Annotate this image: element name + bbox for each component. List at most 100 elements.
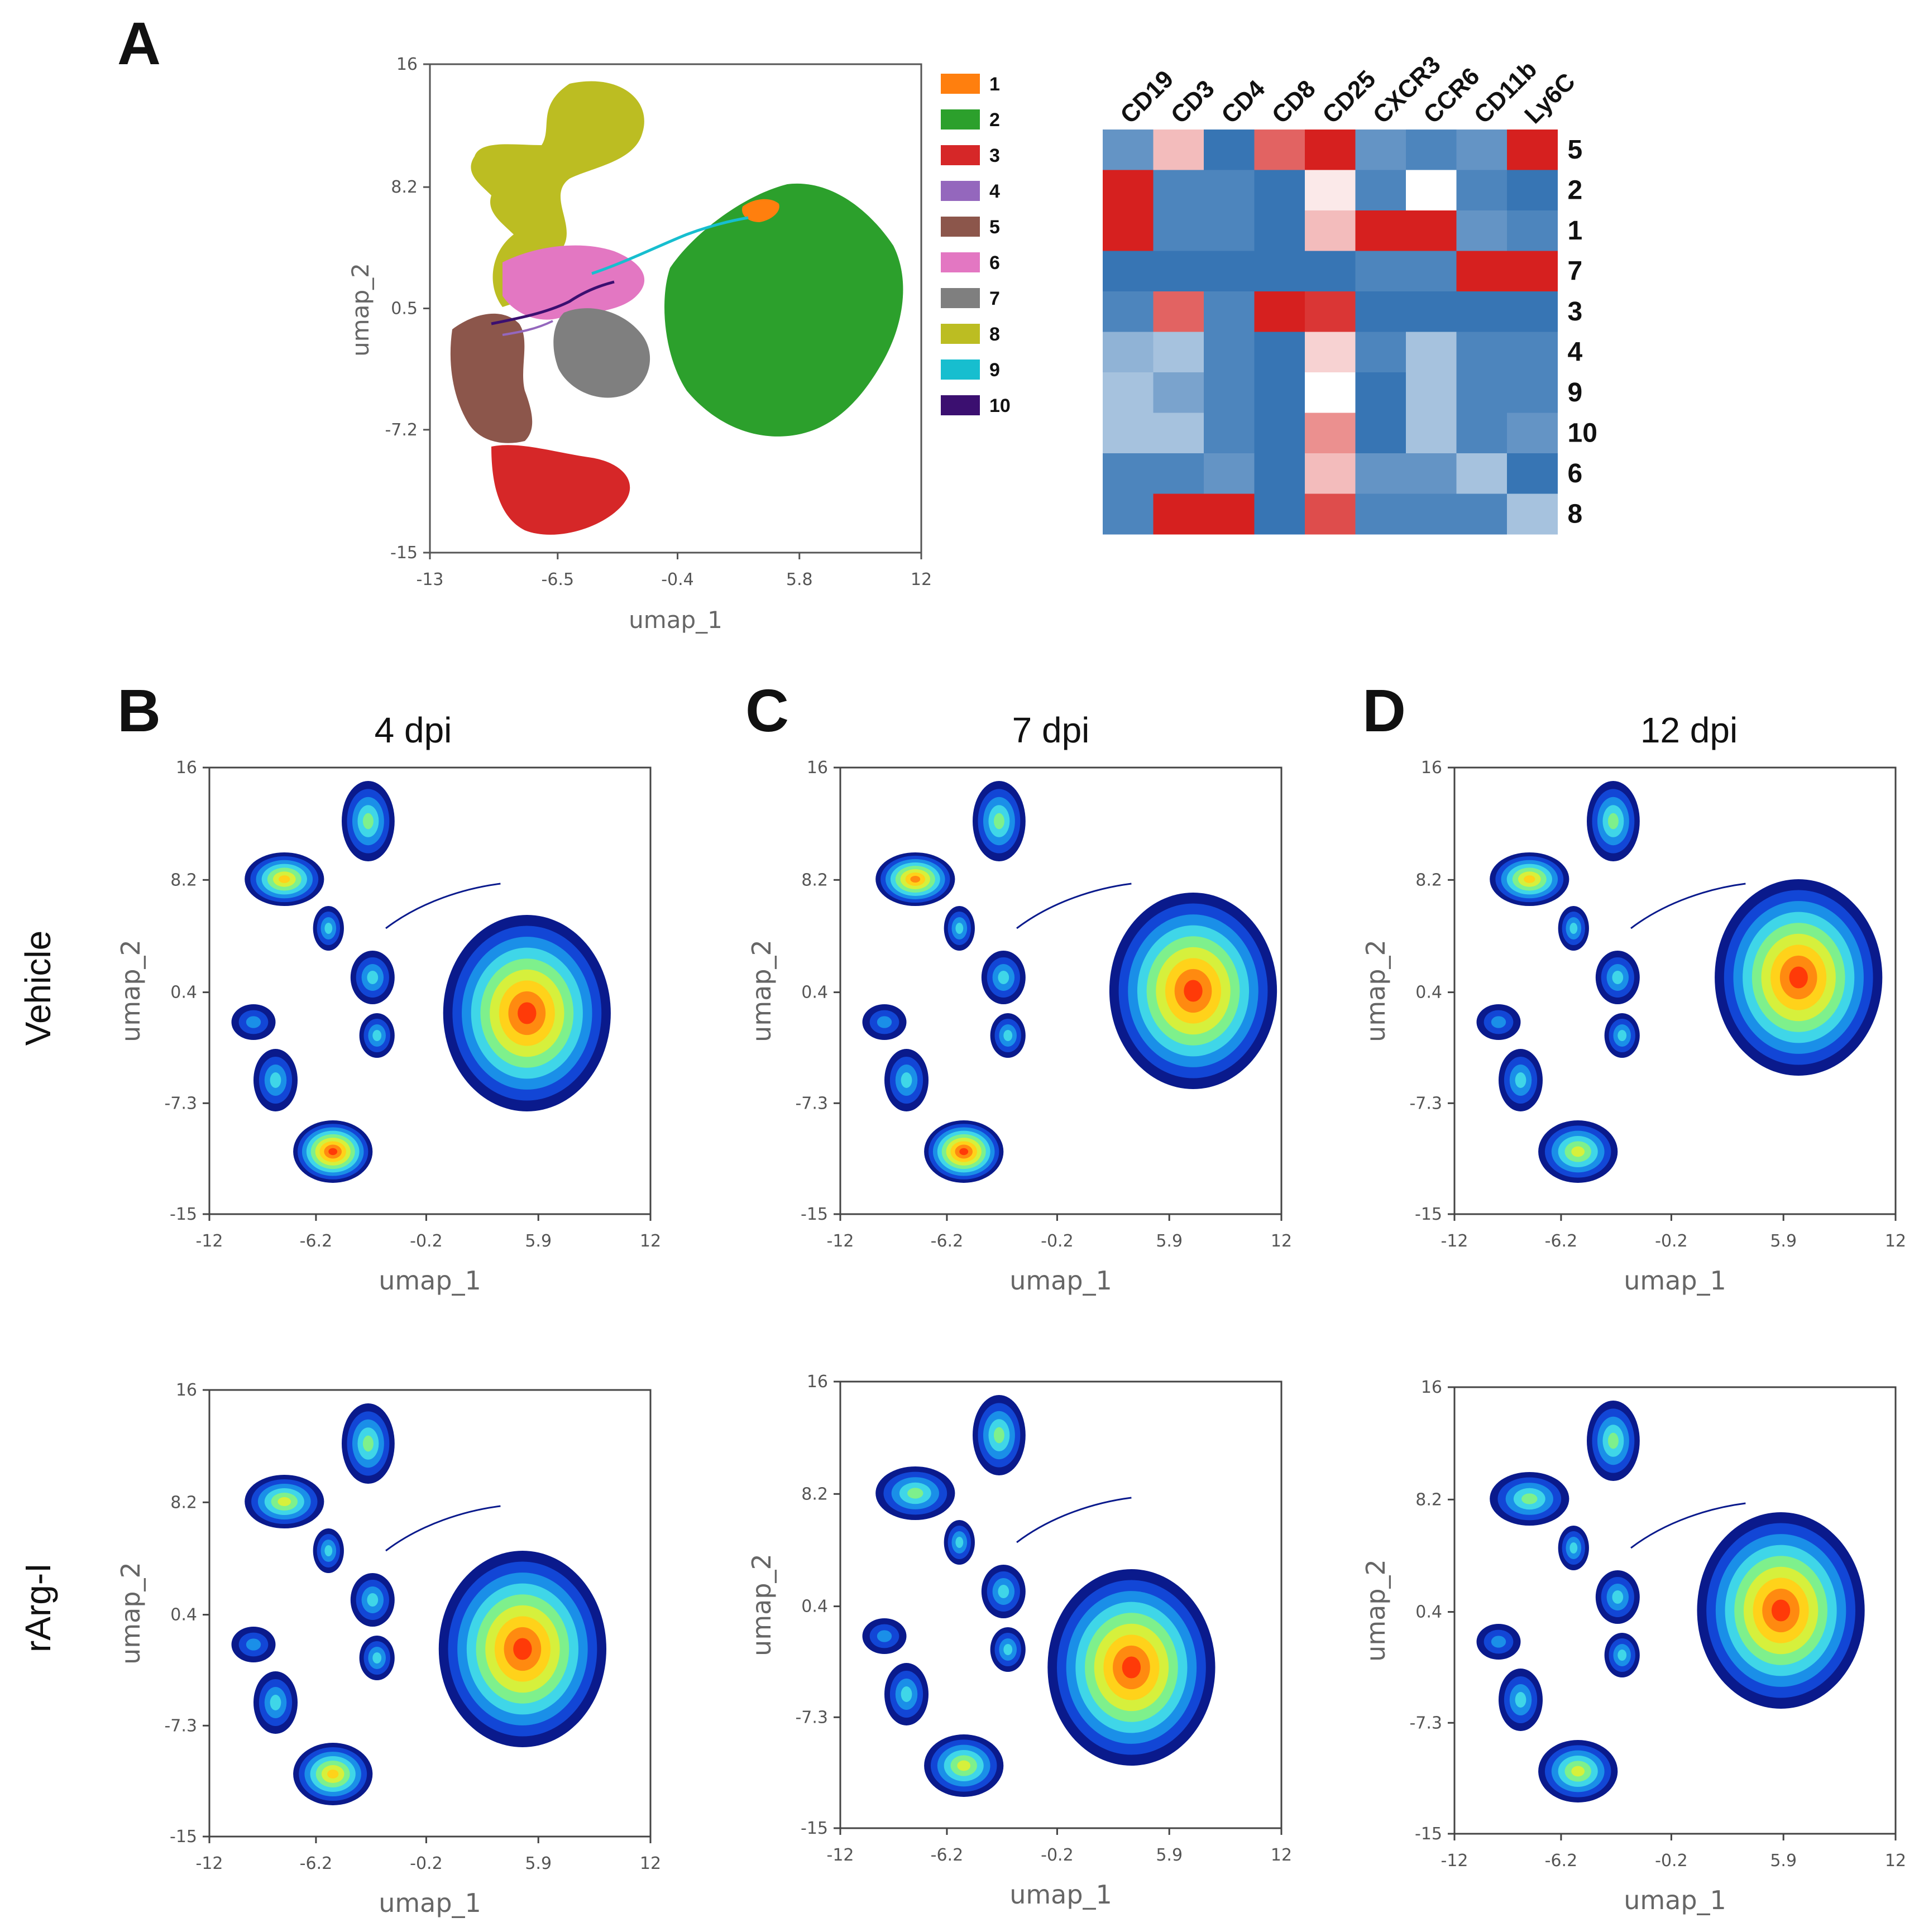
heatmap-cell [1406, 130, 1457, 170]
main-island-contour [1789, 966, 1808, 989]
heatmap-cells [1103, 130, 1558, 535]
heatmap-cell [1254, 413, 1305, 454]
center-island-contour [367, 1593, 379, 1607]
heatmap-cell [1204, 453, 1255, 494]
heatmap-cell [1305, 453, 1356, 494]
left-lower-island [1499, 1669, 1543, 1731]
y-tick-label: 8.2 [1415, 870, 1442, 890]
heatmap-cell [1153, 332, 1204, 373]
heatmap-cell [1153, 251, 1204, 292]
y-tick-label: 8.2 [391, 178, 418, 197]
heatmap-cell [1254, 210, 1305, 251]
upper-left-island-contour [279, 875, 290, 883]
x-tick-label: -12 [1441, 1851, 1468, 1871]
upper-island [973, 1395, 1026, 1475]
x-tick-label: 5.9 [1156, 1845, 1183, 1865]
heatmap-cell [1305, 251, 1356, 292]
heatmap-cell [1103, 413, 1154, 454]
panel-letter-c: C [745, 677, 789, 744]
panel-letter-d: D [1362, 677, 1406, 744]
legend-label-1: 1 [989, 74, 1000, 95]
heatmap-cell [1507, 493, 1558, 535]
upper-island-contour [993, 813, 1004, 830]
y-tick-label: 0.4 [170, 983, 197, 1003]
y-tick-label: -15 [1415, 1824, 1442, 1844]
heatmap-cell [1355, 251, 1406, 292]
upper-island-contour [362, 1435, 374, 1452]
left-island-contour [246, 1016, 261, 1028]
center-lower-island-contour [372, 1030, 382, 1041]
x-tick-label: -0.2 [410, 1854, 443, 1873]
mid-left-island-contour [324, 923, 333, 934]
x-tick-label: -12 [196, 1231, 223, 1251]
heatmap-cell [1406, 251, 1457, 292]
x-tick-label: -12 [1441, 1231, 1468, 1251]
cluster-legend: 1 2 3 4 5 6 7 8 9 10 [941, 74, 1011, 416]
x-tick-label: -6.2 [931, 1231, 964, 1251]
x-tick-label: 12 [640, 1854, 661, 1873]
umap-cluster-plot: -13 -6.5 -0.4 5.8 12 168.20.5-7.2-15 umap_1 … [347, 55, 932, 634]
heatmap-column-label: CD19 [1115, 65, 1179, 129]
left-island [862, 1618, 907, 1654]
main-island [1109, 893, 1277, 1089]
heatmap-cell [1153, 493, 1204, 535]
x-tick-label: 5.9 [525, 1231, 552, 1251]
legend-label-3: 3 [989, 145, 1000, 166]
heatmap-cell [1103, 372, 1154, 413]
heatmap-row-labels: 5 2 1 7 3 4 9 10 6 8 [1568, 135, 1597, 529]
density-islands [231, 1403, 606, 1805]
heatmap-cell [1406, 413, 1457, 454]
y-tick-label: -15 [1415, 1205, 1442, 1224]
heatmap-row-label: 4 [1568, 338, 1583, 367]
y-tick-label: 16 [176, 758, 197, 778]
x-tick-labels: -13 -6.5 -0.4 5.8 12 [417, 553, 932, 589]
x-tick-label: -0.4 [661, 570, 694, 589]
bottom-island-contour [1571, 1146, 1585, 1157]
bridge-trail [1016, 883, 1132, 929]
mid-left-island [944, 906, 975, 951]
panel-b-title: 4 dpi [375, 710, 452, 750]
y-tick-label: -7.3 [795, 1094, 828, 1113]
left-island-contour [877, 1630, 892, 1642]
x-tick-label: 12 [1271, 1845, 1292, 1865]
center-lower-island [359, 1013, 395, 1058]
cluster-regions [450, 81, 903, 535]
density-plot-B-rarg: -12 -6.2 -0.2 5.9 12 16 8.2 0.4 -7.3 -15 umap_1 uma… [116, 1380, 661, 1918]
left-island-contour [877, 1016, 892, 1028]
left-island [1476, 1624, 1521, 1660]
mid-left-island [1558, 906, 1589, 951]
legend-swatch-8 [941, 324, 980, 344]
y-tick-label: -7.2 [385, 420, 418, 440]
mid-left-island-contour [955, 923, 964, 934]
heatmap-cell [1456, 170, 1508, 211]
y-tick-label: -15 [801, 1819, 828, 1838]
left-lower-island-contour [270, 1072, 281, 1088]
upper-island-contour [1607, 813, 1619, 830]
center-lower-island [990, 1013, 1026, 1058]
main-island-contour [1122, 1656, 1141, 1679]
y-tick-label: -15 [170, 1205, 197, 1224]
mid-left-island-contour [1569, 923, 1578, 934]
bottom-island [924, 1734, 1004, 1797]
center-island-contour [998, 1585, 1009, 1598]
heatmap-cell [1507, 210, 1558, 251]
heatmap-cell [1507, 332, 1558, 373]
x-tick-label: 12 [640, 1231, 661, 1251]
center-island-contour [1612, 1590, 1624, 1604]
upper-left-island [1490, 852, 1569, 906]
heatmap-cell [1204, 130, 1255, 170]
main-island [1047, 1569, 1215, 1766]
legend-swatch-10 [941, 395, 980, 415]
main-island [1697, 1512, 1865, 1709]
cluster-6-region [503, 245, 645, 320]
panel-letter-a: A [117, 9, 161, 77]
center-island-contour [998, 971, 1009, 984]
heatmap-cell [1254, 130, 1305, 170]
y-tick-label: 8.2 [801, 1484, 828, 1504]
heatmap-cell [1153, 453, 1204, 494]
left-island [231, 1627, 276, 1662]
y-tick-label: 16 [176, 1380, 197, 1400]
heatmap-cell [1254, 372, 1305, 413]
density-islands [1476, 1401, 1865, 1802]
y-tick-label: 0.4 [1415, 983, 1442, 1003]
